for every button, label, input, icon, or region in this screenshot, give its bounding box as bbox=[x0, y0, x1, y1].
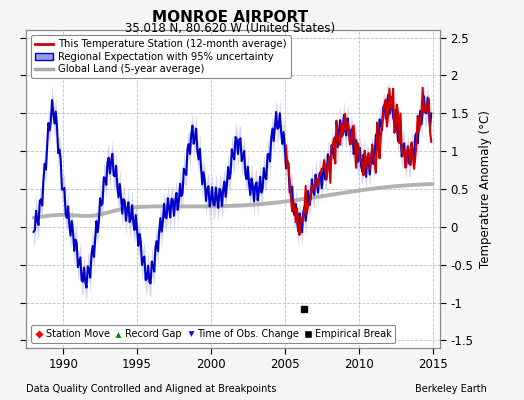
Text: 35.018 N, 80.620 W (United States): 35.018 N, 80.620 W (United States) bbox=[125, 22, 336, 35]
Y-axis label: Temperature Anomaly (°C): Temperature Anomaly (°C) bbox=[479, 110, 492, 268]
Text: MONROE AIRPORT: MONROE AIRPORT bbox=[152, 10, 309, 25]
Legend: Station Move, Record Gap, Time of Obs. Change, Empirical Break: Station Move, Record Gap, Time of Obs. C… bbox=[31, 325, 396, 343]
Text: Berkeley Earth: Berkeley Earth bbox=[416, 384, 487, 394]
Text: Data Quality Controlled and Aligned at Breakpoints: Data Quality Controlled and Aligned at B… bbox=[26, 384, 277, 394]
